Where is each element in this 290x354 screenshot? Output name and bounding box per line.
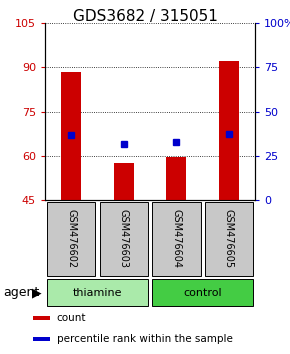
Bar [61, 72, 81, 200]
Text: ▶: ▶ [32, 286, 42, 299]
Bar [219, 61, 239, 200]
Bar [100, 201, 148, 276]
Text: percentile rank within the sample: percentile rank within the sample [57, 334, 233, 344]
Text: GDS3682 / 315051: GDS3682 / 315051 [72, 9, 218, 24]
Bar [47, 201, 95, 276]
Bar [114, 163, 134, 200]
Text: GSM476602: GSM476602 [66, 209, 76, 269]
Bar [33, 337, 50, 341]
Text: count: count [57, 313, 86, 323]
Text: thiamine: thiamine [73, 288, 122, 298]
Text: GSM476604: GSM476604 [171, 210, 181, 268]
Bar [205, 201, 253, 276]
Bar [33, 316, 50, 320]
Text: GSM476605: GSM476605 [224, 209, 234, 269]
Bar [152, 201, 201, 276]
Bar [152, 279, 253, 307]
Text: GSM476603: GSM476603 [119, 210, 129, 268]
Text: agent: agent [3, 286, 39, 299]
Bar [166, 157, 186, 200]
Bar [47, 279, 148, 307]
Text: control: control [183, 288, 222, 298]
